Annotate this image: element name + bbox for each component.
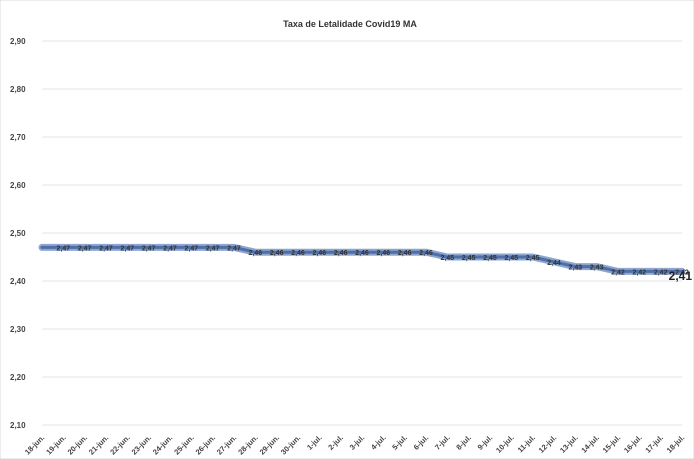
data-label: 2,47 [121,245,135,252]
data-label: 2,46 [313,250,327,257]
y-tick-label: 2,70 [10,133,26,142]
data-label: 2,47 [78,245,92,252]
data-point [254,251,257,254]
data-point [168,246,172,249]
data-point [360,251,364,254]
data-label: 2,45 [441,255,455,262]
data-label: 2,45 [483,255,497,262]
chart-title: Taxa de Letalidade Covid19 MA [283,19,417,29]
data-label: 2,46 [270,250,284,257]
data-label: 2,46 [398,250,412,257]
data-label: 2,47 [57,245,71,252]
data-label: 2,47 [163,245,177,252]
data-label: 2,47 [99,245,113,252]
data-point [446,255,449,259]
data-point [574,265,577,268]
data-point [147,246,150,249]
data-label: 2,45 [526,255,540,262]
data-point [680,270,684,273]
data-point [339,251,342,254]
y-axis-ticks: 2,10 2,20 2,30 2,40 2,50 2,60 2,70 2,80 2,90 [10,37,26,430]
data-point [318,251,321,254]
last-value-label: 2,41 [669,269,693,283]
y-tick-label: 2,60 [10,181,26,190]
data-point [659,270,662,273]
data-point [211,246,214,249]
data-label: 2,45 [462,255,476,262]
data-point [403,251,406,254]
data-point [510,255,513,259]
data-point [40,246,44,249]
data-point [275,251,278,254]
data-point [531,255,534,259]
data-point [552,260,556,263]
data-label: 2,47 [142,245,156,252]
data-label: 2,42 [611,269,625,276]
data-point [467,255,470,259]
data-point [62,246,65,249]
data-label: 2,42 [633,269,647,276]
data-label: 2,47 [185,245,199,252]
data-label: 2,46 [334,250,348,257]
data-point [638,270,641,273]
data-labels: 2,47 2,47 2,47 2,47 2,47 2,47 2,47 2,47 2,47 2,46… [57,245,689,276]
data-point [616,270,620,273]
data-point [104,246,108,249]
y-tick-label: 2,10 [10,421,26,430]
data-label: 2,46 [377,250,391,257]
data-point [190,246,193,249]
y-tick-label: 2,20 [10,373,26,382]
data-point [488,255,492,259]
data-label: 2,46 [291,250,305,257]
data-point [382,251,385,254]
data-label: 2,46 [355,250,369,257]
data-point [424,251,428,254]
data-label: 2,42 [675,269,689,276]
data-point [232,246,236,249]
data-point [296,251,300,254]
data-label: 2,44 [547,260,561,267]
data-label: 2,47 [227,245,241,252]
y-tick-label: 2,80 [10,85,26,94]
data-label: 2,46 [419,250,433,257]
data-label: 2,42 [654,269,668,276]
y-tick-label: 2,50 [10,229,26,238]
series-line [38,243,686,275]
y-tick-label: 2,40 [10,277,26,286]
data-point [126,246,129,249]
y-tick-label: 2,30 [10,325,26,334]
y-tick-label: 2,90 [10,37,26,46]
data-label: 2,43 [590,265,604,272]
data-label: 2,47 [206,245,220,252]
data-label: 2,45 [505,255,519,262]
gridlines [42,40,682,426]
data-point [83,246,86,249]
data-point [595,265,598,268]
data-label: 2,46 [249,250,263,257]
data-label: 2,43 [569,265,583,272]
